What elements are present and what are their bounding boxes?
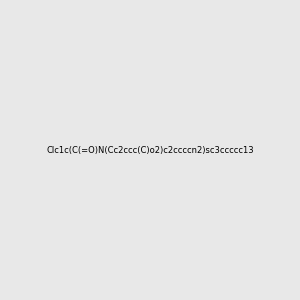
Text: Clc1c(C(=O)N(Cc2ccc(C)o2)c2ccccn2)sc3ccccc13: Clc1c(C(=O)N(Cc2ccc(C)o2)c2ccccn2)sc3ccc… <box>46 146 254 154</box>
